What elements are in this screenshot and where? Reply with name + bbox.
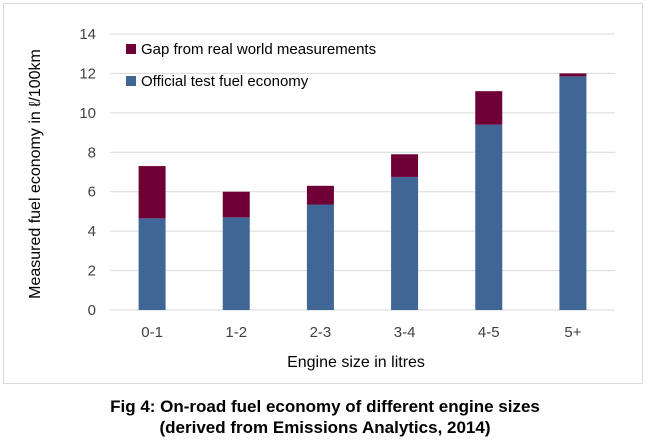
bar-gap-0-1 (138, 166, 166, 219)
figure-caption-title: Fig 4: On-road fuel economy of different… (110, 397, 540, 416)
legend: Gap from real world measurements Officia… (126, 41, 376, 90)
y-tick-label: 0 (88, 302, 96, 319)
y-tick-label: 2 (88, 263, 96, 280)
y-axis-title: Measured fuel economy in ℓ/100km (27, 49, 44, 299)
bar-official-2-3 (306, 204, 334, 310)
bar-official-4-5 (475, 124, 503, 310)
legend-swatch-official (126, 76, 136, 86)
figure-caption-source: (derived from Emissions Analytics, 2014) (159, 418, 491, 437)
x-axis-title: Engine size in litres (287, 354, 425, 371)
x-tick-label: 4-5 (478, 324, 500, 341)
stacked-bar-chart: 0 2 4 6 8 10 12 14 0-1 1-2 2-3 3-4 4-5 5+ Measured f… (27, 26, 615, 371)
y-tick-label: 10 (79, 105, 96, 122)
bar-official-5+ (559, 76, 587, 310)
y-tick-label: 12 (79, 65, 96, 82)
bar-gap-5+ (559, 73, 587, 77)
x-tick-label: 0-1 (141, 324, 163, 341)
bar-gap-4-5 (475, 91, 503, 125)
gridlines (110, 33, 615, 311)
legend-swatch-gap (126, 44, 136, 54)
bar-gap-2-3 (306, 185, 334, 205)
y-tick-label: 6 (88, 184, 96, 201)
x-tick-label: 5+ (564, 324, 581, 341)
y-tick-label: 14 (79, 26, 96, 43)
y-tick-label: 8 (88, 144, 96, 161)
bars (138, 73, 587, 310)
legend-label-gap: Gap from real world measurements (141, 41, 376, 58)
bar-gap-1-2 (222, 191, 250, 218)
bar-gap-3-4 (391, 154, 419, 177)
y-tick-label: 4 (88, 223, 96, 240)
x-tick-label: 3-4 (394, 324, 416, 341)
bar-official-0-1 (138, 218, 166, 310)
legend-label-official: Official test fuel economy (141, 73, 309, 90)
x-tick-labels: 0-1 1-2 2-3 3-4 4-5 5+ (141, 324, 581, 341)
y-tick-labels: 0 2 4 6 8 10 12 14 (79, 26, 96, 319)
x-tick-label: 1-2 (225, 324, 247, 341)
bar-official-1-2 (222, 217, 250, 310)
bar-official-3-4 (391, 176, 419, 310)
x-tick-label: 2-3 (310, 324, 332, 341)
